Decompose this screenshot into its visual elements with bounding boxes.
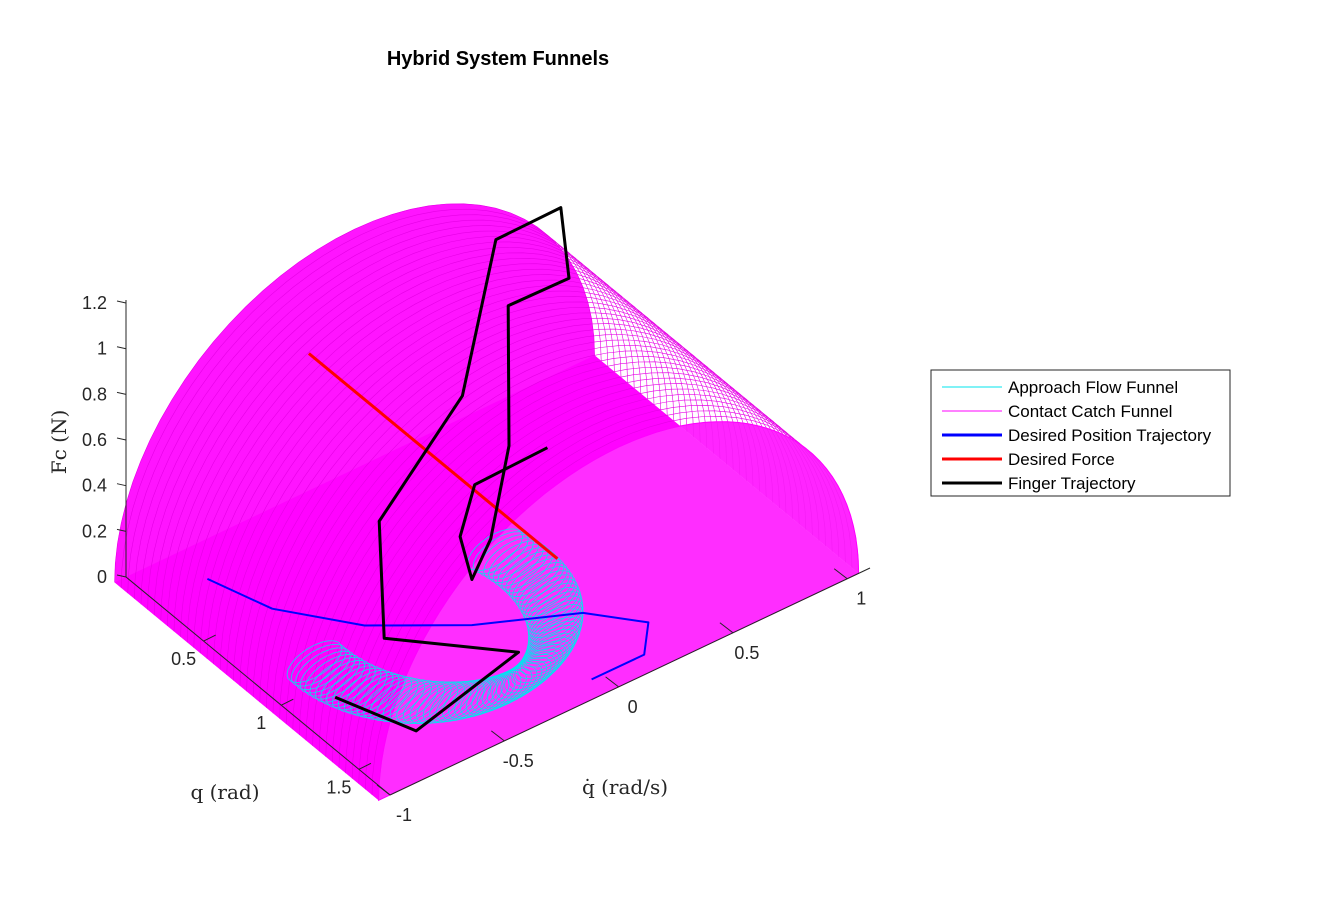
legend: Approach Flow Funnel Contact Catch Funnel…	[930, 369, 1231, 497]
z-tick-label: 0.6	[82, 430, 107, 450]
approach-funnel-ring	[429, 680, 485, 723]
legend-label: Approach Flow Funnel	[1008, 378, 1178, 397]
y-tick-label: 0	[628, 697, 638, 717]
approach-funnel-ring	[520, 574, 576, 617]
approach-funnel-ring	[290, 643, 347, 687]
y-axis-ticks: -1 -0.5 0 0.5 1	[376, 568, 866, 825]
series-line-2	[206, 577, 650, 681]
z-tick-mark	[116, 346, 127, 350]
legend-box	[930, 369, 1231, 497]
y-tick-label: -1	[396, 805, 412, 825]
x-axis-line	[125, 576, 391, 796]
approach-funnel-ring	[526, 591, 583, 634]
series-line-4	[334, 206, 571, 733]
approach-funnel-ring	[483, 537, 539, 580]
approach-funnel-ring	[508, 558, 565, 601]
approach-funnel-ring	[481, 665, 538, 708]
approach-funnel-ring	[325, 665, 382, 708]
z-tick-mark	[116, 300, 127, 304]
y-axis-line	[389, 567, 871, 796]
legend-items: Approach Flow Funnel Contact Catch Funnel…	[942, 378, 1212, 493]
approach-funnel-ring	[320, 662, 377, 706]
approach-funnel-ring	[309, 657, 366, 700]
x-tick-label: 0.5	[171, 649, 196, 669]
legend-label: Finger Trajectory	[1008, 474, 1136, 493]
approach-funnel-ring	[304, 653, 361, 697]
x-axis-label: q (rad)	[190, 780, 259, 804]
chart-title: Hybrid System Funnels	[387, 48, 609, 70]
z-tick-label: 0.8	[82, 384, 107, 404]
approach-funnel-ring	[465, 672, 522, 715]
legend-label: Desired Force	[1008, 450, 1115, 469]
approach-funnel-ring	[527, 604, 584, 647]
y-tick-label: 0.5	[734, 643, 759, 663]
z-tick-label: 1	[97, 339, 107, 359]
y-tick-mark	[719, 622, 734, 634]
approach-funnel-ring	[471, 670, 528, 713]
z-tick-label: 0	[97, 567, 107, 587]
approach-funnel-ring	[488, 540, 544, 583]
z-tick-label: 0.4	[82, 476, 107, 496]
approach-funnel-ring	[522, 578, 579, 622]
plot-area	[114, 203, 860, 802]
approach-funnel-ring	[517, 570, 574, 613]
approach-funnel-ring	[286, 640, 343, 683]
approach-funnel-ring	[491, 659, 548, 703]
approach-funnel-ring	[472, 531, 529, 574]
z-tick-mark	[116, 391, 127, 395]
approach-funnel-ring	[435, 679, 492, 722]
y-tick-mark	[833, 568, 848, 580]
approach-funnel-ring	[314, 659, 371, 703]
y-tick-mark	[491, 730, 505, 742]
z-tick-mark	[116, 437, 127, 441]
approach-funnel-ring	[454, 675, 510, 719]
approach-funnel-ring	[527, 595, 584, 639]
approach-funnel-ring	[295, 647, 351, 690]
x-tick-mark	[358, 762, 372, 770]
y-tick-mark	[376, 784, 391, 796]
approach-funnel-ring	[500, 654, 556, 697]
x-tick-label: 1	[256, 713, 266, 733]
approach-funnel-ring	[382, 680, 439, 723]
y-tick-mark	[605, 676, 619, 688]
y-tick-label: 1	[856, 589, 866, 609]
z-tick-mark	[116, 528, 127, 532]
z-axis-label: Fc (N)	[47, 410, 71, 475]
y-axis-label: q̇ (rad/s)	[582, 775, 668, 799]
approach-funnel-ring	[497, 547, 553, 590]
approach-funnel-ring	[501, 550, 558, 594]
x-tick-mark	[281, 698, 294, 706]
z-tick-label: 1.2	[82, 293, 107, 313]
z-axis-ticks: 0 0.2 0.4 0.6 0.8 1 1.2	[82, 293, 127, 587]
z-tick-label: 0.2	[82, 521, 107, 541]
approach-funnel-ring	[492, 543, 549, 587]
approach-funnel-ring	[448, 677, 504, 720]
series-line-3	[307, 352, 559, 560]
z-tick-mark	[116, 574, 127, 578]
y-tick-label: -0.5	[503, 751, 534, 771]
approach-funnel-ring	[527, 599, 584, 643]
x-axis-ticks: 0.5 1 1.5	[171, 634, 372, 797]
axes: 0 0.2 0.4 0.6 0.8 1 1.2 0.5 1 1.5 -1 -0.5 0 0.5 1	[82, 293, 871, 825]
legend-label: Contact Catch Funnel	[1008, 402, 1172, 421]
approach-funnel-ring	[512, 562, 568, 605]
approach-funnel-ring	[476, 667, 533, 711]
approach-funnel-ring	[525, 586, 582, 630]
trajectory-lines	[206, 206, 650, 733]
x-tick-mark	[203, 634, 216, 642]
z-tick-mark	[116, 483, 127, 487]
approach-funnel-ring	[362, 677, 419, 720]
x-tick-label: 1.5	[326, 777, 351, 797]
catch-funnel-near-face	[378, 421, 860, 802]
approach-funnel-ring	[331, 667, 388, 711]
legend-label: Desired Position Trajectory	[1008, 426, 1212, 445]
approach-funnel-ring	[524, 582, 580, 626]
approach-funnel-ring	[505, 554, 561, 597]
